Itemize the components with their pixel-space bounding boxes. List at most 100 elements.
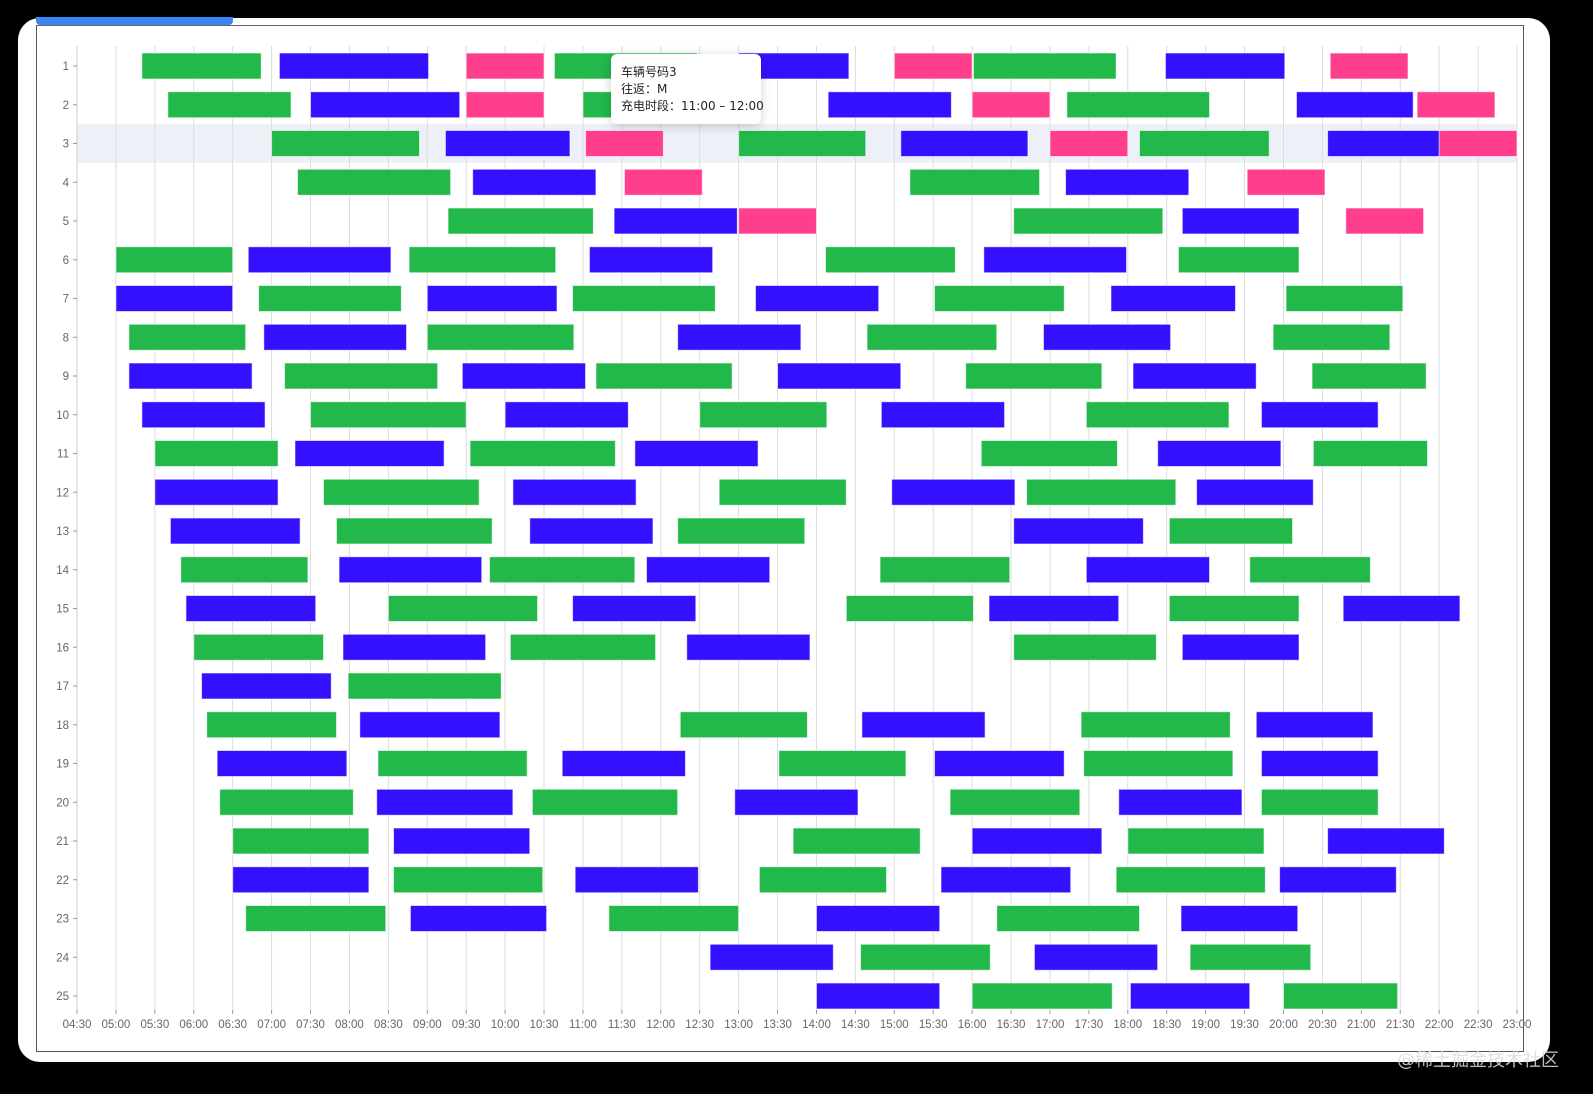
schedule-bar-blue[interactable] — [1042, 323, 1172, 351]
schedule-bar-blue[interactable] — [777, 362, 902, 390]
schedule-bar-green[interactable] — [115, 246, 234, 274]
schedule-bar-green[interactable] — [572, 285, 716, 312]
schedule-bar-pink[interactable] — [738, 207, 817, 235]
schedule-bar-green[interactable] — [180, 556, 309, 584]
schedule-bar-blue[interactable] — [185, 595, 317, 622]
schedule-bar-green[interactable] — [677, 517, 806, 545]
schedule-bar-blue[interactable] — [734, 788, 859, 816]
schedule-bar-blue[interactable] — [572, 595, 697, 622]
schedule-bar-green[interactable] — [1127, 827, 1265, 855]
schedule-bar-green[interactable] — [608, 905, 740, 932]
schedule-bar-pink[interactable] — [1246, 168, 1326, 196]
schedule-bar-blue[interactable] — [574, 866, 699, 894]
schedule-bar-green[interactable] — [1013, 633, 1157, 661]
schedule-bar-blue[interactable] — [115, 285, 234, 312]
schedule-bar-green[interactable] — [1066, 91, 1211, 119]
schedule-bar-blue[interactable] — [169, 517, 301, 545]
schedule-bar-green[interactable] — [866, 323, 998, 351]
schedule-bar-blue[interactable] — [342, 633, 487, 661]
schedule-bar-green[interactable] — [1249, 556, 1371, 584]
schedule-bar-pink[interactable] — [465, 91, 545, 119]
schedule-bar-green[interactable] — [1083, 750, 1234, 777]
schedule-bar-blue[interactable] — [1255, 711, 1374, 739]
schedule-bar-green[interactable] — [949, 788, 1081, 816]
schedule-bar-green[interactable] — [128, 323, 247, 351]
schedule-bar-green[interactable] — [408, 246, 557, 274]
schedule-bar-green[interactable] — [1026, 478, 1177, 506]
schedule-bar-green[interactable] — [996, 905, 1140, 932]
schedule-bar-green[interactable] — [1168, 595, 1300, 622]
schedule-bar-blue[interactable] — [1157, 440, 1282, 467]
schedule-bar-green[interactable] — [447, 207, 594, 235]
schedule-bar-green[interactable] — [909, 168, 1041, 196]
schedule-bar-blue[interactable] — [512, 478, 637, 506]
schedule-bar-blue[interactable] — [686, 633, 811, 661]
schedule-bar-blue[interactable] — [338, 556, 483, 584]
schedule-bar-blue[interactable] — [294, 440, 445, 467]
schedule-bar-blue[interactable] — [971, 827, 1103, 855]
schedule-bar-green[interactable] — [738, 130, 867, 157]
schedule-bar-green[interactable] — [310, 401, 467, 429]
schedule-bar-green[interactable] — [245, 905, 387, 932]
schedule-bar-blue[interactable] — [1180, 905, 1299, 932]
schedule-bar-blue[interactable] — [815, 982, 941, 1010]
schedule-bar-green[interactable] — [679, 711, 808, 739]
schedule-bar-blue[interactable] — [472, 168, 597, 196]
schedule-bar-green[interactable] — [206, 711, 337, 739]
schedule-bar-green[interactable] — [284, 362, 439, 390]
schedule-bar-blue[interactable] — [891, 478, 1016, 506]
schedule-bar-blue[interactable] — [1260, 401, 1379, 429]
schedule-bar-blue[interactable] — [754, 285, 880, 312]
schedule-bar-blue[interactable] — [1327, 827, 1445, 855]
schedule-bar-green[interactable] — [1311, 362, 1427, 390]
schedule-bar-blue[interactable] — [677, 323, 802, 351]
schedule-bar-blue[interactable] — [1033, 943, 1159, 971]
schedule-bar-green[interactable] — [1138, 130, 1270, 157]
schedule-bar-green[interactable] — [1285, 285, 1404, 312]
schedule-bar-blue[interactable] — [393, 827, 531, 855]
schedule-bar-green[interactable] — [1177, 246, 1300, 274]
schedule-bar-green[interactable] — [347, 672, 502, 700]
schedule-bar-green[interactable] — [1189, 943, 1312, 971]
schedule-bar-green[interactable] — [845, 595, 974, 622]
schedule-bar-green[interactable] — [980, 440, 1118, 467]
schedule-bar-green[interactable] — [426, 323, 575, 351]
schedule-bar-blue[interactable] — [201, 672, 332, 700]
schedule-bar-blue[interactable] — [278, 52, 430, 80]
schedule-bar-green[interactable] — [219, 788, 354, 816]
schedule-bar-green[interactable] — [1312, 440, 1428, 467]
schedule-bar-green[interactable] — [965, 362, 1103, 390]
schedule-bar-green[interactable] — [232, 827, 370, 855]
schedule-bar-green[interactable] — [297, 168, 452, 196]
schedule-bar-green[interactable] — [758, 866, 888, 894]
schedule-bar-green[interactable] — [595, 362, 733, 390]
schedule-bar-green[interactable] — [778, 750, 907, 777]
schedule-bar-green[interactable] — [879, 556, 1011, 584]
schedule-bar-green[interactable] — [531, 788, 679, 816]
schedule-bar-green[interactable] — [1272, 323, 1391, 351]
schedule-bar-blue[interactable] — [827, 91, 952, 119]
schedule-bar-blue[interactable] — [1181, 633, 1300, 661]
schedule-bar-pink[interactable] — [585, 130, 664, 157]
schedule-bar-green[interactable] — [489, 556, 636, 584]
schedule-bar-blue[interactable] — [359, 711, 501, 739]
schedule-bar-blue[interactable] — [247, 246, 392, 274]
schedule-bar-green[interactable] — [1260, 788, 1379, 816]
schedule-bar-green[interactable] — [1282, 982, 1399, 1010]
schedule-bar-pink[interactable] — [1416, 91, 1496, 119]
schedule-bar-blue[interactable] — [376, 788, 514, 816]
schedule-bar-pink[interactable] — [1329, 52, 1409, 80]
schedule-bar-green[interactable] — [1115, 866, 1266, 894]
schedule-bar-pink[interactable] — [893, 52, 973, 80]
schedule-bar-pink[interactable] — [971, 91, 1051, 119]
schedule-bar-blue[interactable] — [613, 207, 738, 235]
schedule-bar-green[interactable] — [141, 52, 262, 80]
schedule-bar-blue[interactable] — [529, 517, 654, 545]
schedule-bar-blue[interactable] — [263, 323, 408, 351]
schedule-bar-blue[interactable] — [128, 362, 253, 390]
schedule-bar-blue[interactable] — [232, 866, 370, 894]
schedule-bar-green[interactable] — [1013, 207, 1164, 235]
schedule-bar-green[interactable] — [258, 285, 402, 312]
schedule-bar-green[interactable] — [699, 401, 828, 429]
schedule-bar-blue[interactable] — [934, 750, 1065, 777]
